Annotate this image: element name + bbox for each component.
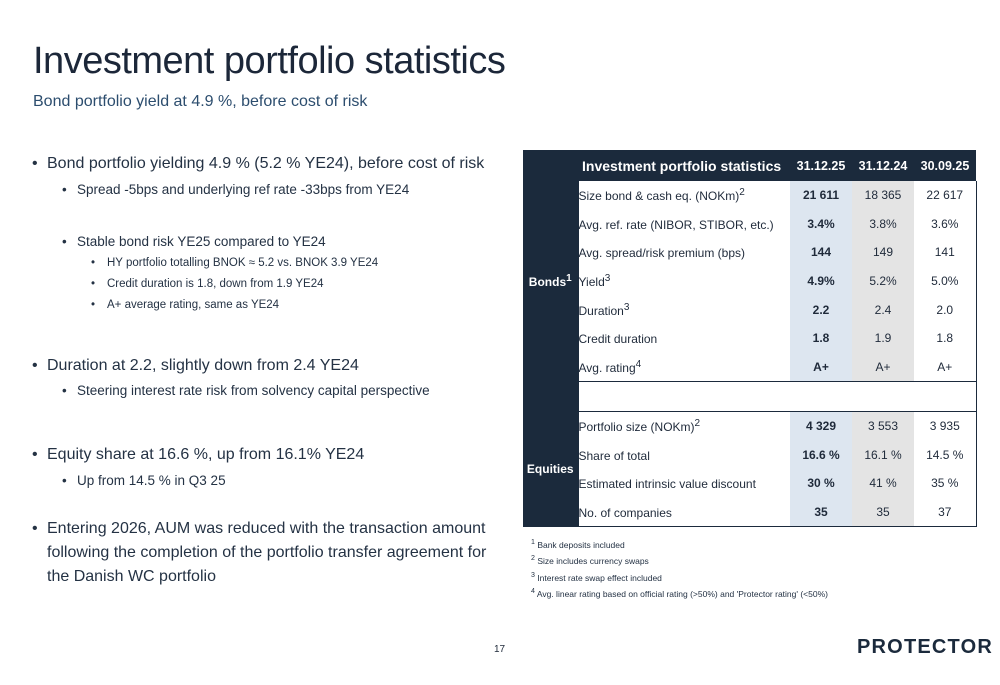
table-cell: 3 935 <box>914 411 977 441</box>
row-label: Estimated intrinsic value discount <box>577 468 790 498</box>
row-label: Avg. spread/risk premium (bps) <box>577 238 790 267</box>
column-header: 30.09.25 <box>914 150 976 181</box>
row-label: Avg. rating4 <box>577 352 790 383</box>
table-cell: 141 <box>914 238 977 267</box>
column-header: 31.12.24 <box>852 150 914 181</box>
bullet-item: A+ average rating, same as YE24 <box>32 295 502 316</box>
table-cell: 2.0 <box>914 295 977 324</box>
column-header: 31.12.25 <box>790 150 852 181</box>
table-cell: 14.5 % <box>914 440 977 469</box>
table-cell: 3.4% <box>790 209 852 239</box>
table-row: Avg. spread/risk premium (bps) 144 149 1… <box>523 238 977 267</box>
table-cell: 3 553 <box>852 411 914 441</box>
table-cell: 18 365 <box>852 181 914 210</box>
bullet-item: HY portfolio totalling BNOK ≈ 5.2 vs. BN… <box>32 253 502 274</box>
table-cell: 22 617 <box>914 181 977 210</box>
row-label: Credit duration <box>577 323 790 353</box>
table-row: No. of companies 35 35 37 <box>523 497 977 528</box>
header-corner <box>523 150 578 181</box>
footnotes: 1 Bank deposits included 2 Size includes… <box>531 536 828 601</box>
bonds-group-label: Bonds1 <box>523 181 578 382</box>
table-title: Investment portfolio statistics <box>578 150 790 181</box>
page-subtitle: Bond portfolio yield at 4.9 %, before co… <box>33 93 368 110</box>
row-label: Duration3 <box>577 295 790 324</box>
table-cell: 4.9% <box>790 266 852 296</box>
table-cell: 41 % <box>852 468 914 498</box>
bullet-item: Spread -5bps and underlying ref rate -33… <box>32 180 502 200</box>
row-label: Share of total <box>577 440 790 469</box>
table-row: Avg. rating4 A+ A+ A+ <box>523 352 977 383</box>
table-row: Equities Portfolio size (NOKm)2 4 329 3 … <box>523 411 977 527</box>
footnote: 1 Bank deposits included <box>531 538 625 550</box>
bullet-item: Credit duration is 1.8, down from 1.9 YE… <box>32 274 502 295</box>
table-row: Bonds1 Size bond & cash eq. (NOKm)2 21 6… <box>523 181 977 382</box>
table-cell: 35 <box>790 497 852 528</box>
bullet-item: Up from 14.5 % in Q3 25 <box>32 471 502 491</box>
table-row: Share of total 16.6 % 16.1 % 14.5 % <box>523 440 977 469</box>
bullet-item: Stable bond risk YE25 compared to YE24 <box>32 232 502 252</box>
table-cell: 3.8% <box>852 209 914 239</box>
statistics-table: Investment portfolio statistics 31.12.25… <box>523 150 977 528</box>
row-label: Size bond & cash eq. (NOKm)2 <box>577 181 790 210</box>
row-label: Avg. ref. rate (NIBOR, STIBOR, etc.) <box>577 209 790 239</box>
equities-group-label: Equities <box>523 411 578 527</box>
table-row: Avg. ref. rate (NIBOR, STIBOR, etc.) 3.4… <box>523 209 977 239</box>
table-cell: 1.9 <box>852 323 914 353</box>
bullet-item: Duration at 2.2, slightly down from 2.4 … <box>32 354 502 378</box>
page-number: 17 <box>494 644 506 655</box>
row-label: Portfolio size (NOKm)2 <box>577 411 790 441</box>
table-row: Credit duration 1.8 1.9 1.8 <box>523 323 977 353</box>
bullet-item: Steering interest rate risk from solvenc… <box>32 381 502 401</box>
table-cell: 37 <box>914 497 977 528</box>
table-cell: 149 <box>852 238 914 267</box>
row-label: No. of companies <box>577 497 790 528</box>
table-cell: 3.6% <box>914 209 977 239</box>
bullet-list: Bond portfolio yielding 4.9 % (5.2 % YE2… <box>32 152 502 589</box>
bullet-item: Bond portfolio yielding 4.9 % (5.2 % YE2… <box>32 152 502 176</box>
footnote: 2 Size includes currency swaps <box>531 554 649 567</box>
table-cell: 1.8 <box>914 323 977 353</box>
table-cell: 2.4 <box>852 295 914 324</box>
table-header-row: Investment portfolio statistics 31.12.25… <box>523 150 976 181</box>
logo-text: PROTECTOR <box>857 636 993 658</box>
table-cell: 144 <box>790 238 852 267</box>
table-spacer-row <box>523 381 977 412</box>
spacer-label-cell <box>523 381 578 412</box>
table-cell: 2.2 <box>790 295 852 324</box>
spacer-cell <box>577 381 977 412</box>
table-cell: 4 329 <box>790 411 852 441</box>
table-row: Yield3 4.9% 5.2% 5.0% <box>523 266 977 296</box>
bullet-item: Equity share at 16.6 %, up from 16.1% YE… <box>32 443 502 467</box>
table-row: Estimated intrinsic value discount 30 % … <box>523 468 977 498</box>
table-cell: 16.6 % <box>790 440 852 469</box>
footnote: 4 Avg. linear rating based on official r… <box>531 586 828 599</box>
footnote: 3 Interest rate swap effect included <box>531 570 662 583</box>
table-cell: 16.1 % <box>852 440 914 469</box>
table-cell: 5.0% <box>914 266 977 296</box>
table-cell: 5.2% <box>852 266 914 296</box>
bullet-item: Entering 2026, AUM was reduced with the … <box>32 517 502 589</box>
table-cell: 35 <box>852 497 914 528</box>
table-cell: 30 % <box>790 468 852 498</box>
table-cell: A+ <box>852 352 914 383</box>
table-cell: 35 % <box>914 468 977 498</box>
protector-logo: PROTECTOR <box>857 636 993 659</box>
table-cell: 21 611 <box>790 181 852 210</box>
page-title: Investment portfolio statistics <box>33 40 506 82</box>
table-row: Duration3 2.2 2.4 2.0 <box>523 295 977 324</box>
table-cell: A+ <box>914 352 977 383</box>
table-cell: A+ <box>790 352 852 383</box>
table-cell: 1.8 <box>790 323 852 353</box>
row-label: Yield3 <box>577 266 790 296</box>
